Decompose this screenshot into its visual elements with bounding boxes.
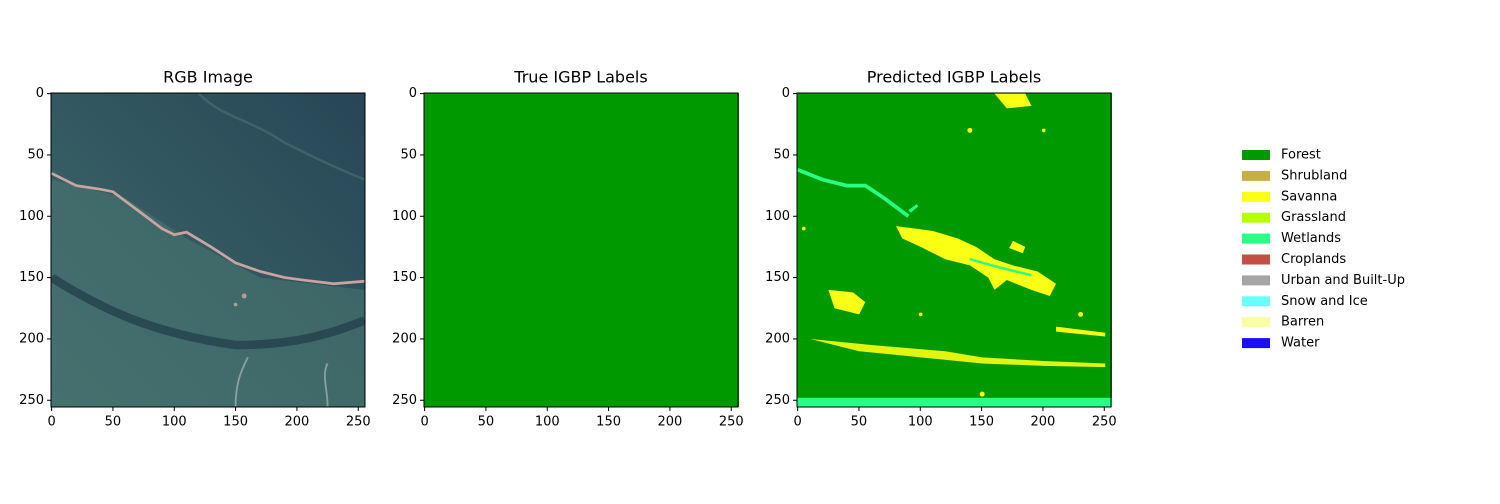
legend-label: Snow and Ice [1281,294,1368,309]
x-tick-label: 50 [478,415,495,430]
legend-swatch [1242,170,1270,181]
x-tick-label: 250 [1092,415,1117,430]
x-tick-label: 100 [535,415,560,430]
legend-label: Barren [1281,315,1324,330]
y-tick-label: 100 [765,209,790,224]
legend-label: Urban and Built-Up [1281,273,1405,288]
axes-frame [50,92,366,408]
y-tick-label: 200 [19,331,44,346]
x-tick-label: 0 [420,415,428,430]
y-tick-label: 100 [392,209,417,224]
legend-swatch [1242,296,1270,307]
legend-swatch [1242,275,1270,286]
legend-swatch [1242,212,1270,223]
legend-label: Croplands [1281,252,1346,267]
axes-frame [796,92,1112,408]
legend-swatch [1242,191,1270,202]
legend-swatch [1242,150,1270,160]
legend-label: Forest [1281,148,1321,163]
legend-swatch [1242,254,1270,265]
x-tick-label: 100 [162,415,187,430]
x-tick-label: 250 [346,415,371,430]
panel-title: RGB Image [163,68,253,87]
panel-title: Predicted IGBP Labels [867,68,1042,87]
legend-swatch [1242,338,1270,349]
x-tick-label: 150 [596,415,621,430]
y-tick-label: 150 [19,270,44,285]
y-tick-label: 250 [392,393,417,408]
y-tick-label: 200 [765,331,790,346]
rgb-image [51,93,365,407]
y-tick-label: 100 [19,209,44,224]
axes-frame [423,92,739,408]
y-tick-label: 250 [765,393,790,408]
y-tick-label: 250 [19,393,44,408]
true-label-image [424,93,739,407]
x-tick-label: 50 [851,415,868,430]
legend-label: Savanna [1281,189,1337,204]
y-tick-label: 200 [392,331,417,346]
x-tick-label: 100 [908,415,933,430]
y-tick-label: 150 [392,270,417,285]
x-tick-label: 0 [47,415,55,430]
y-tick-label: 150 [765,270,790,285]
legend-label: Grassland [1281,210,1346,225]
legend-label: Water [1281,336,1320,351]
x-tick-label: 0 [793,415,801,430]
y-tick-label: 50 [773,147,790,162]
y-tick-label: 0 [782,86,790,101]
panel-title: True IGBP Labels [513,68,647,87]
predicted-label-image [797,93,1112,407]
x-tick-label: 200 [658,415,683,430]
x-tick-label: 200 [285,415,310,430]
x-tick-label: 150 [969,415,994,430]
legend-label: Wetlands [1281,231,1341,246]
y-tick-label: 0 [409,86,417,101]
y-tick-label: 50 [27,147,44,162]
y-tick-label: 50 [400,147,417,162]
x-tick-label: 50 [105,415,122,430]
x-tick-label: 200 [1031,415,1056,430]
legend-swatch [1242,317,1270,328]
y-tick-label: 0 [36,86,44,101]
x-tick-label: 250 [719,415,744,430]
legend-swatch [1242,233,1270,244]
legend-label: Shrubland [1281,168,1347,183]
x-tick-label: 150 [223,415,248,430]
